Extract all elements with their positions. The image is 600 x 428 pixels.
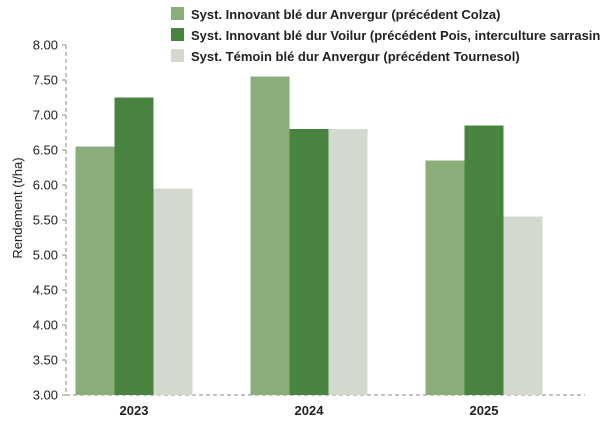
y-tick-label: 7.50	[33, 73, 58, 88]
bars	[75, 76, 543, 395]
y-tick-label: 5.50	[33, 213, 58, 228]
y-tick-label: 7.00	[33, 108, 58, 123]
y-tick-label: 6.50	[33, 143, 58, 158]
legend-label: Syst. Innovant blé dur Voilur (précédent…	[191, 28, 600, 43]
y-tick-label: 4.00	[33, 318, 58, 333]
bar-2024-series-1	[250, 76, 290, 395]
bar-2025-series-1	[425, 160, 465, 395]
y-tick-label: 8.00	[33, 38, 58, 53]
x-tick-label: 2025	[470, 403, 499, 418]
bar-2023-series-2	[114, 97, 154, 395]
legend-label: Syst. Témoin blé dur Anvergur (précédent…	[191, 49, 520, 64]
legend-swatch	[171, 28, 184, 41]
legend-swatch	[171, 7, 184, 20]
x-tick-label: 2023	[120, 403, 149, 418]
y-tick-label: 5.00	[33, 248, 58, 263]
y-axis-title: Rendement (t/ha)	[10, 157, 25, 258]
y-tick-label: 3.00	[33, 388, 58, 403]
legend-label: Syst. Innovant blé dur Anvergur (précéde…	[191, 7, 500, 22]
bar-2024-series-3	[328, 129, 368, 395]
y-tick-label: 3.50	[33, 353, 58, 368]
legend-swatch	[171, 49, 184, 62]
bar-2025-series-3	[503, 216, 543, 395]
legend: Syst. Innovant blé dur Anvergur (précéde…	[171, 7, 600, 64]
x-tick-label: 2024	[295, 403, 325, 418]
bar-2023-series-1	[75, 146, 115, 395]
bar-2023-series-3	[153, 188, 193, 395]
bar-2025-series-2	[464, 125, 504, 395]
y-tick-label: 4.50	[33, 283, 58, 298]
y-tick-label: 6.00	[33, 178, 58, 193]
bar-2024-series-2	[289, 129, 329, 395]
